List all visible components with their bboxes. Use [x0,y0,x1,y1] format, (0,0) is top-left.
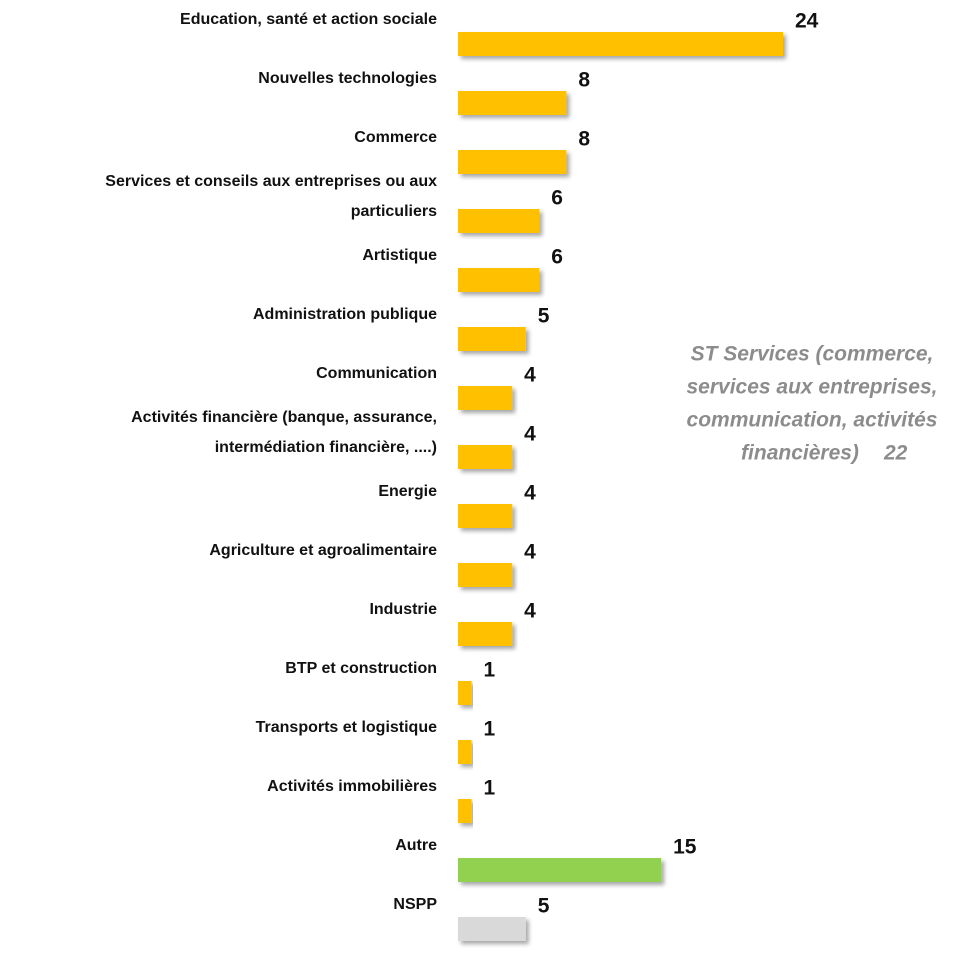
annotation-value: 22 [883,442,908,465]
category-label-line: Services et conseils aux entreprises ou … [105,173,437,190]
bar [458,504,513,528]
value-label: 4 [524,541,536,564]
category-label: Agriculture et agroalimentaire [209,542,437,559]
bar [458,799,472,823]
bar [458,917,526,941]
category-label-line: intermédiation financière, ....) [215,439,437,456]
bar [458,150,567,174]
category-label: Artistique [362,247,437,264]
bar [458,91,567,115]
value-label: 5 [538,305,550,328]
value-label: 1 [484,659,496,682]
value-label: 4 [524,364,536,387]
category-label: BTP et construction [285,660,437,677]
annotation-line: services aux entreprises, [687,376,938,399]
value-label: 4 [524,600,536,623]
category-label: Administration publique [253,306,437,323]
bar [458,445,513,469]
bar [458,268,540,292]
annotation-line: ST Services (commerce, [691,343,934,366]
category-label: Communication [316,365,437,382]
annotation-line: communication, activités [687,409,938,432]
category-label: Services et conseils aux entreprises ou … [105,173,437,220]
category-label: Autre [395,837,437,854]
category-label: Commerce [354,129,437,146]
category-label: Activités financière (banque, assurance,… [131,409,437,456]
bar [458,386,513,410]
bar [458,622,513,646]
value-label: 5 [538,895,550,918]
value-label: 4 [524,482,536,505]
value-label: 6 [551,187,563,210]
value-label: 8 [578,128,590,151]
bar [458,740,472,764]
bar [458,32,783,56]
category-label: Activités immobilières [267,778,437,795]
value-label: 1 [484,718,496,741]
bar [458,563,513,587]
value-label: 8 [578,69,590,92]
category-label: Nouvelles technologies [258,70,437,87]
bar [458,327,526,351]
category-label: Education, santé et action sociale [180,11,437,28]
category-label-line: Activités financière (banque, assurance, [131,409,437,426]
bar [458,209,540,233]
category-label: Industrie [369,601,437,618]
category-label: Transports et logistique [256,719,437,736]
value-label: 15 [673,836,697,859]
value-label: 24 [795,10,819,33]
category-label: NSPP [393,896,437,913]
category-label-line: particuliers [351,203,437,220]
category-label: Energie [378,483,437,500]
bar [458,858,662,882]
value-label: 4 [524,423,536,446]
annotation-line: financières) [741,442,859,465]
bar [458,681,472,705]
value-label: 1 [484,777,496,800]
value-label: 6 [551,246,563,269]
